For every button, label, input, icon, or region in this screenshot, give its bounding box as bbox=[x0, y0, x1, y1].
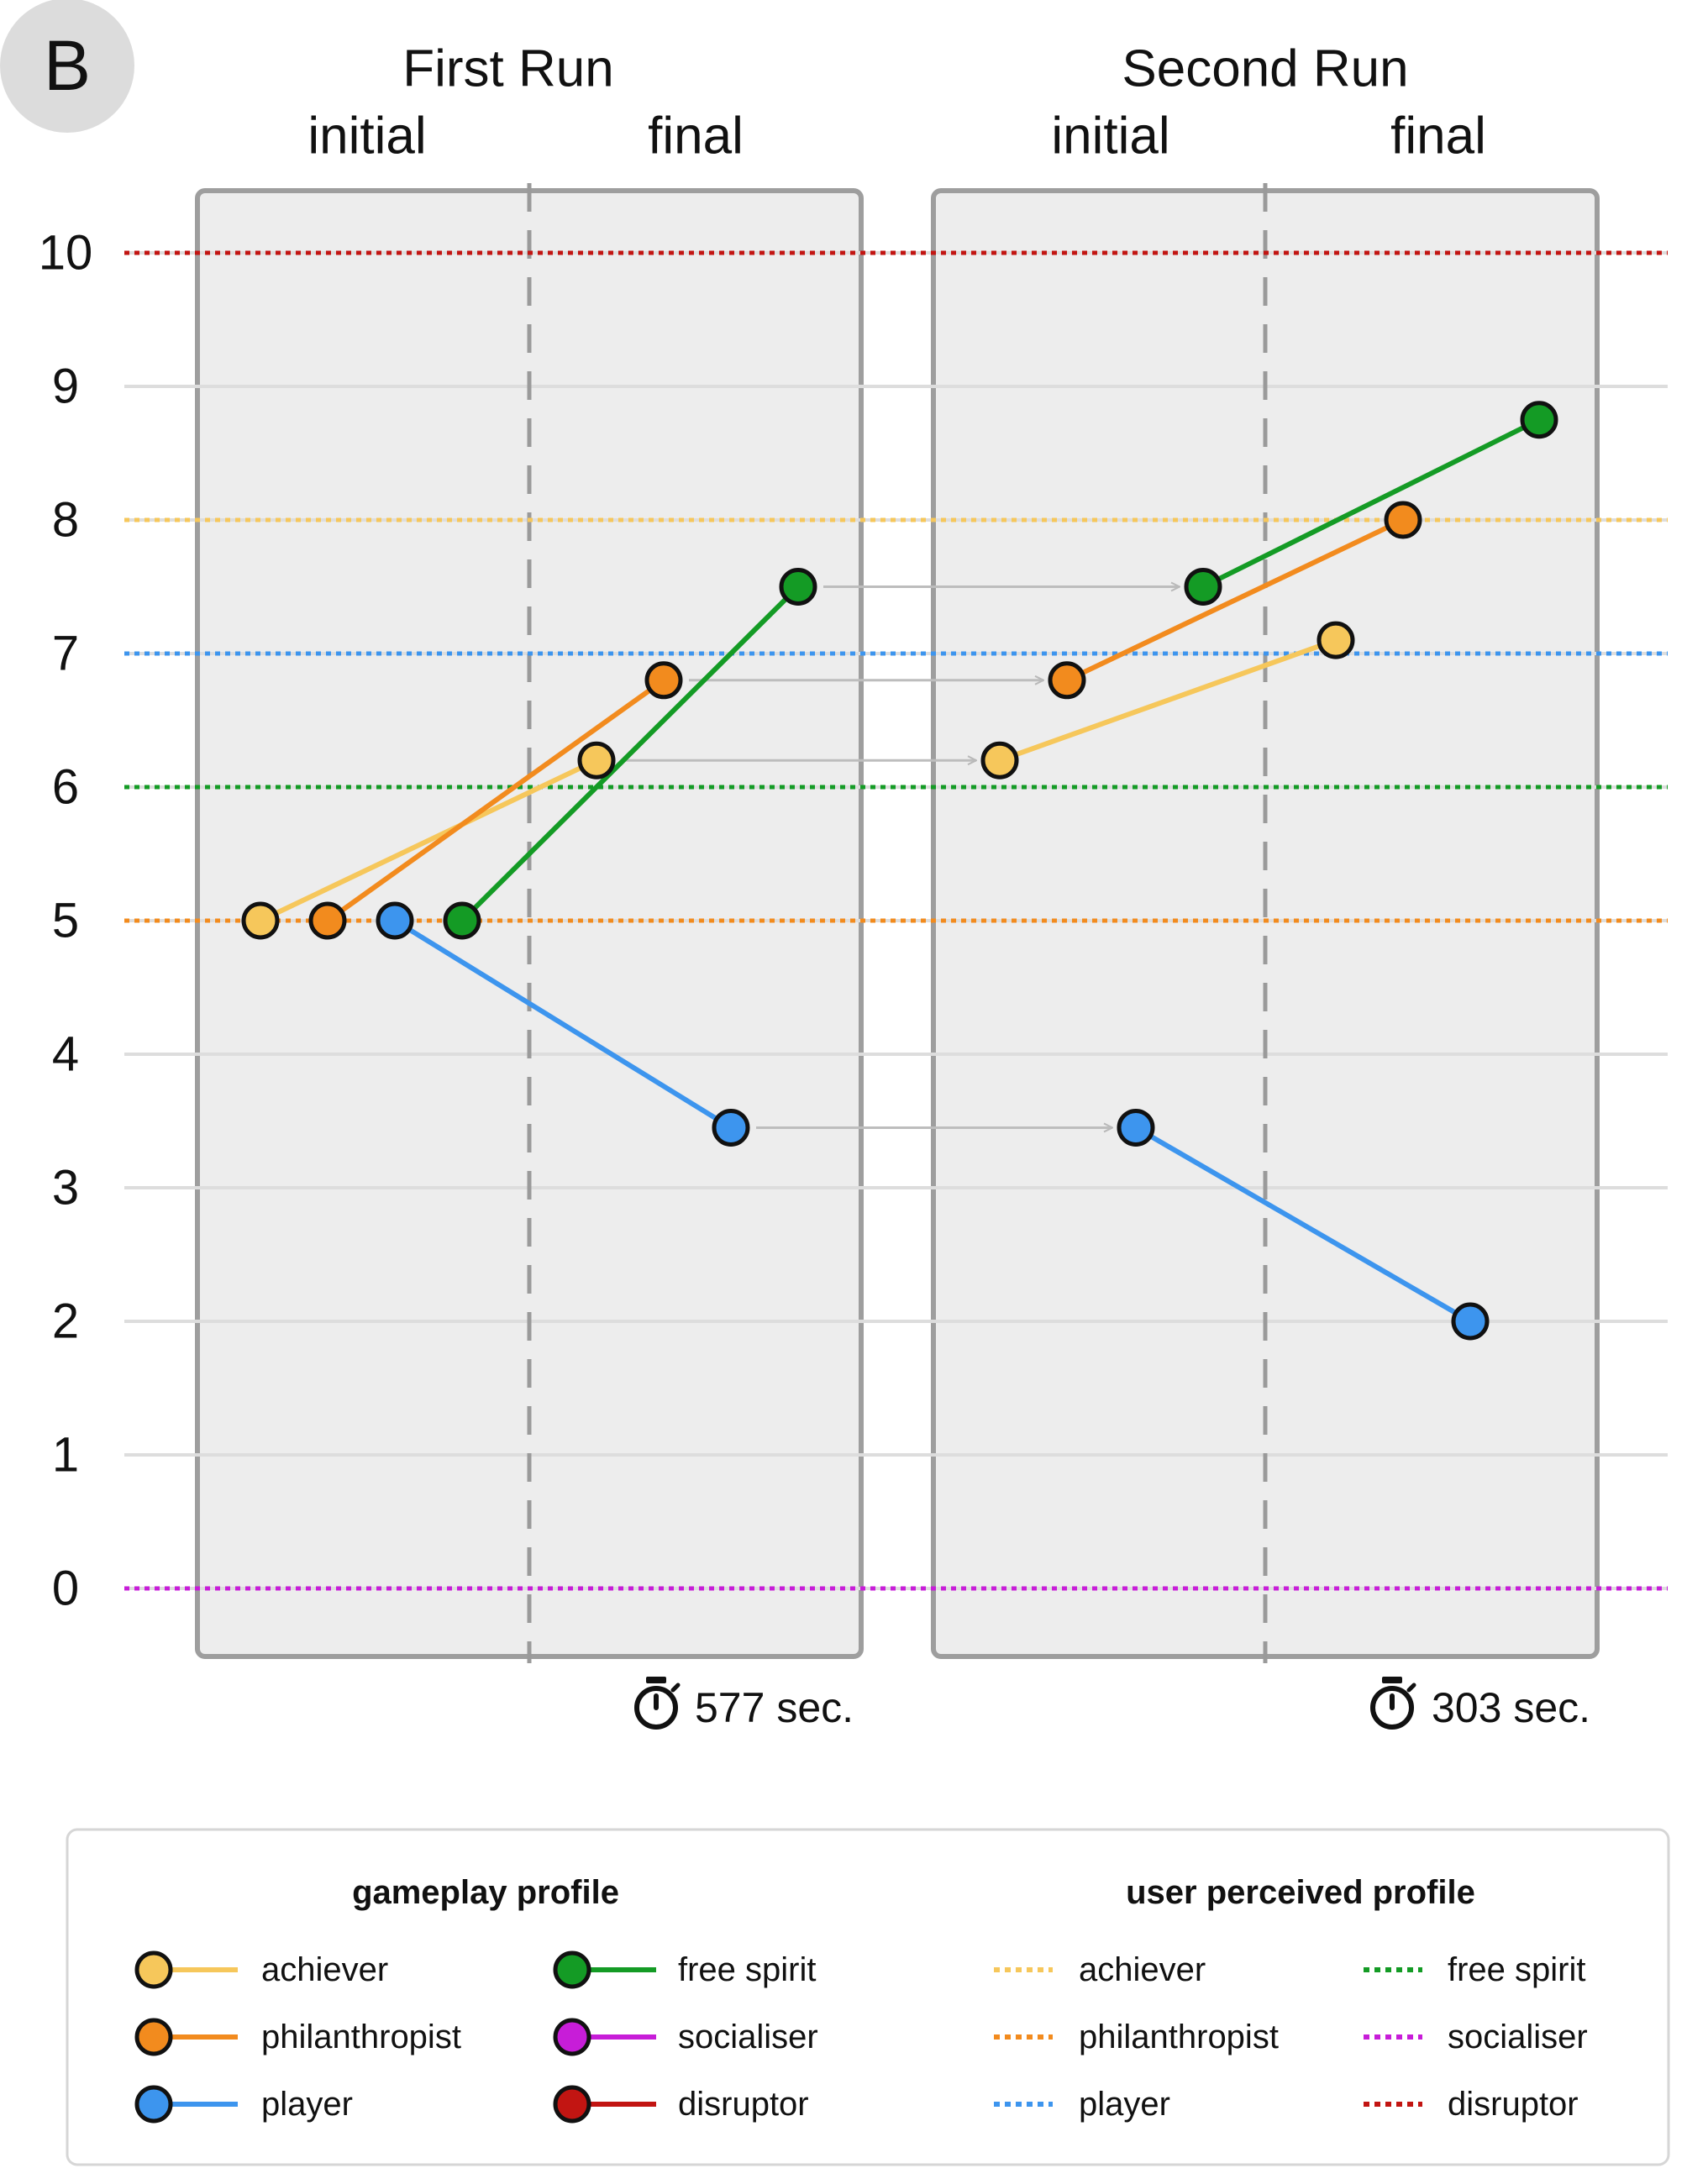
point-philanthropist-run-1-final bbox=[644, 661, 683, 700]
panel-label-badge bbox=[0, 0, 134, 133]
series-line-player-run-2 bbox=[1134, 1125, 1472, 1324]
run-time-second: 303 sec. bbox=[1432, 1684, 1590, 1731]
y-tick-label: 5 bbox=[52, 894, 79, 948]
point-achiever-run-2-initial bbox=[980, 741, 1019, 780]
series-line-achiever-run-1 bbox=[259, 758, 598, 923]
y-tick-labels: 0 1 2 3 4 5 6 7 8 9 10 bbox=[39, 226, 93, 1616]
run-title-second: Second Run bbox=[1122, 40, 1408, 98]
series-line-philanthropist-run-1 bbox=[326, 678, 665, 923]
legend-perceived-label: socialiser bbox=[1448, 2019, 1588, 2055]
legend-gameplay-swatch-socialiser bbox=[553, 2018, 591, 2056]
legend-gameplay-label: achiever bbox=[261, 1951, 388, 1988]
phase-label-first-final: final bbox=[648, 108, 744, 165]
point-free-spirit-run-2-final bbox=[1520, 401, 1558, 439]
y-tick-label: 9 bbox=[52, 360, 79, 414]
legend-perceived-label: philanthropist bbox=[1079, 2019, 1279, 2055]
y-tick-label: 6 bbox=[52, 760, 79, 815]
panel-label: B bbox=[44, 26, 91, 105]
gameplay-series bbox=[241, 401, 1558, 1341]
y-tick-label: 4 bbox=[52, 1027, 79, 1082]
run-transition-arrows bbox=[622, 587, 1180, 1128]
legend-perceived-title: user perceived profile bbox=[1126, 1874, 1475, 1911]
run-title-first: First Run bbox=[402, 40, 613, 98]
legend-gameplay-label: socialiser bbox=[678, 2019, 818, 2055]
legend-gameplay-swatch-player bbox=[134, 2085, 173, 2124]
point-philanthropist-run-2-final bbox=[1384, 501, 1422, 539]
legend-gameplay-label: player bbox=[261, 2086, 353, 2123]
y-tick-label: 3 bbox=[52, 1161, 79, 1215]
phase-label-second-initial: initial bbox=[1051, 108, 1169, 165]
run-panel-second bbox=[931, 188, 1600, 1659]
series-line-free-spirit-run-2 bbox=[1201, 417, 1541, 590]
legend-perceived-label: player bbox=[1079, 2086, 1170, 2123]
point-player-run-1-initial bbox=[376, 901, 414, 940]
point-player-run-2-initial bbox=[1117, 1108, 1155, 1147]
run-time-first: 577 sec. bbox=[695, 1684, 854, 1731]
point-player-run-2-final bbox=[1451, 1302, 1490, 1341]
legend-gameplay-title: gameplay profile bbox=[352, 1874, 619, 1911]
legend-gameplay-label: disruptor bbox=[678, 2086, 809, 2123]
y-tick-label: 10 bbox=[39, 226, 93, 281]
legend-perceived-label: disruptor bbox=[1448, 2086, 1579, 2123]
point-player-run-1-final bbox=[712, 1108, 750, 1147]
y-tick-label: 0 bbox=[52, 1562, 79, 1616]
series-line-player-run-1 bbox=[393, 918, 733, 1131]
point-free-spirit-run-1-initial bbox=[443, 901, 481, 940]
stopwatch-icon bbox=[634, 1677, 681, 1730]
point-achiever-run-1-initial bbox=[241, 901, 280, 940]
series-line-philanthropist-run-2 bbox=[1065, 517, 1405, 683]
legend-gameplay-swatch-disruptor bbox=[553, 2085, 591, 2124]
series-line-free-spirit-run-1 bbox=[460, 585, 801, 923]
series-line-achiever-run-2 bbox=[998, 638, 1338, 764]
point-free-spirit-run-1-final bbox=[779, 568, 817, 606]
legend-gameplay-swatch-philanthropist bbox=[134, 2018, 173, 2056]
y-tick-label: 7 bbox=[52, 627, 79, 681]
y-tick-label: 1 bbox=[52, 1428, 79, 1483]
point-achiever-run-1-final bbox=[577, 741, 616, 780]
phase-label-first-initial: initial bbox=[307, 108, 426, 165]
run-panel-first bbox=[195, 188, 864, 1659]
y-tick-label: 2 bbox=[52, 1294, 79, 1349]
legend-gameplay-label: free spirit bbox=[678, 1951, 817, 1988]
y-tick-label: 8 bbox=[52, 493, 79, 548]
legend-gameplay-label: philanthropist bbox=[261, 2019, 461, 2055]
legend-perceived-label: achiever bbox=[1079, 1951, 1206, 1988]
point-achiever-run-2-final bbox=[1316, 621, 1355, 659]
y-gridlines bbox=[124, 251, 1668, 1590]
legend-items: achiever philanthropist player free spirit s… bbox=[134, 1950, 1588, 2124]
legend-gameplay-swatch-free_spirit bbox=[553, 1950, 591, 1989]
legend-gameplay-swatch-achiever bbox=[134, 1950, 173, 1989]
legend-perceived-label: free spirit bbox=[1448, 1951, 1586, 1988]
point-philanthropist-run-2-initial bbox=[1048, 661, 1086, 700]
legend-box bbox=[66, 1828, 1670, 2166]
phase-label-second-final: final bbox=[1390, 108, 1486, 165]
point-free-spirit-run-2-initial bbox=[1184, 568, 1222, 606]
stopwatch-icon bbox=[1370, 1677, 1416, 1730]
point-philanthropist-run-1-initial bbox=[308, 901, 347, 940]
